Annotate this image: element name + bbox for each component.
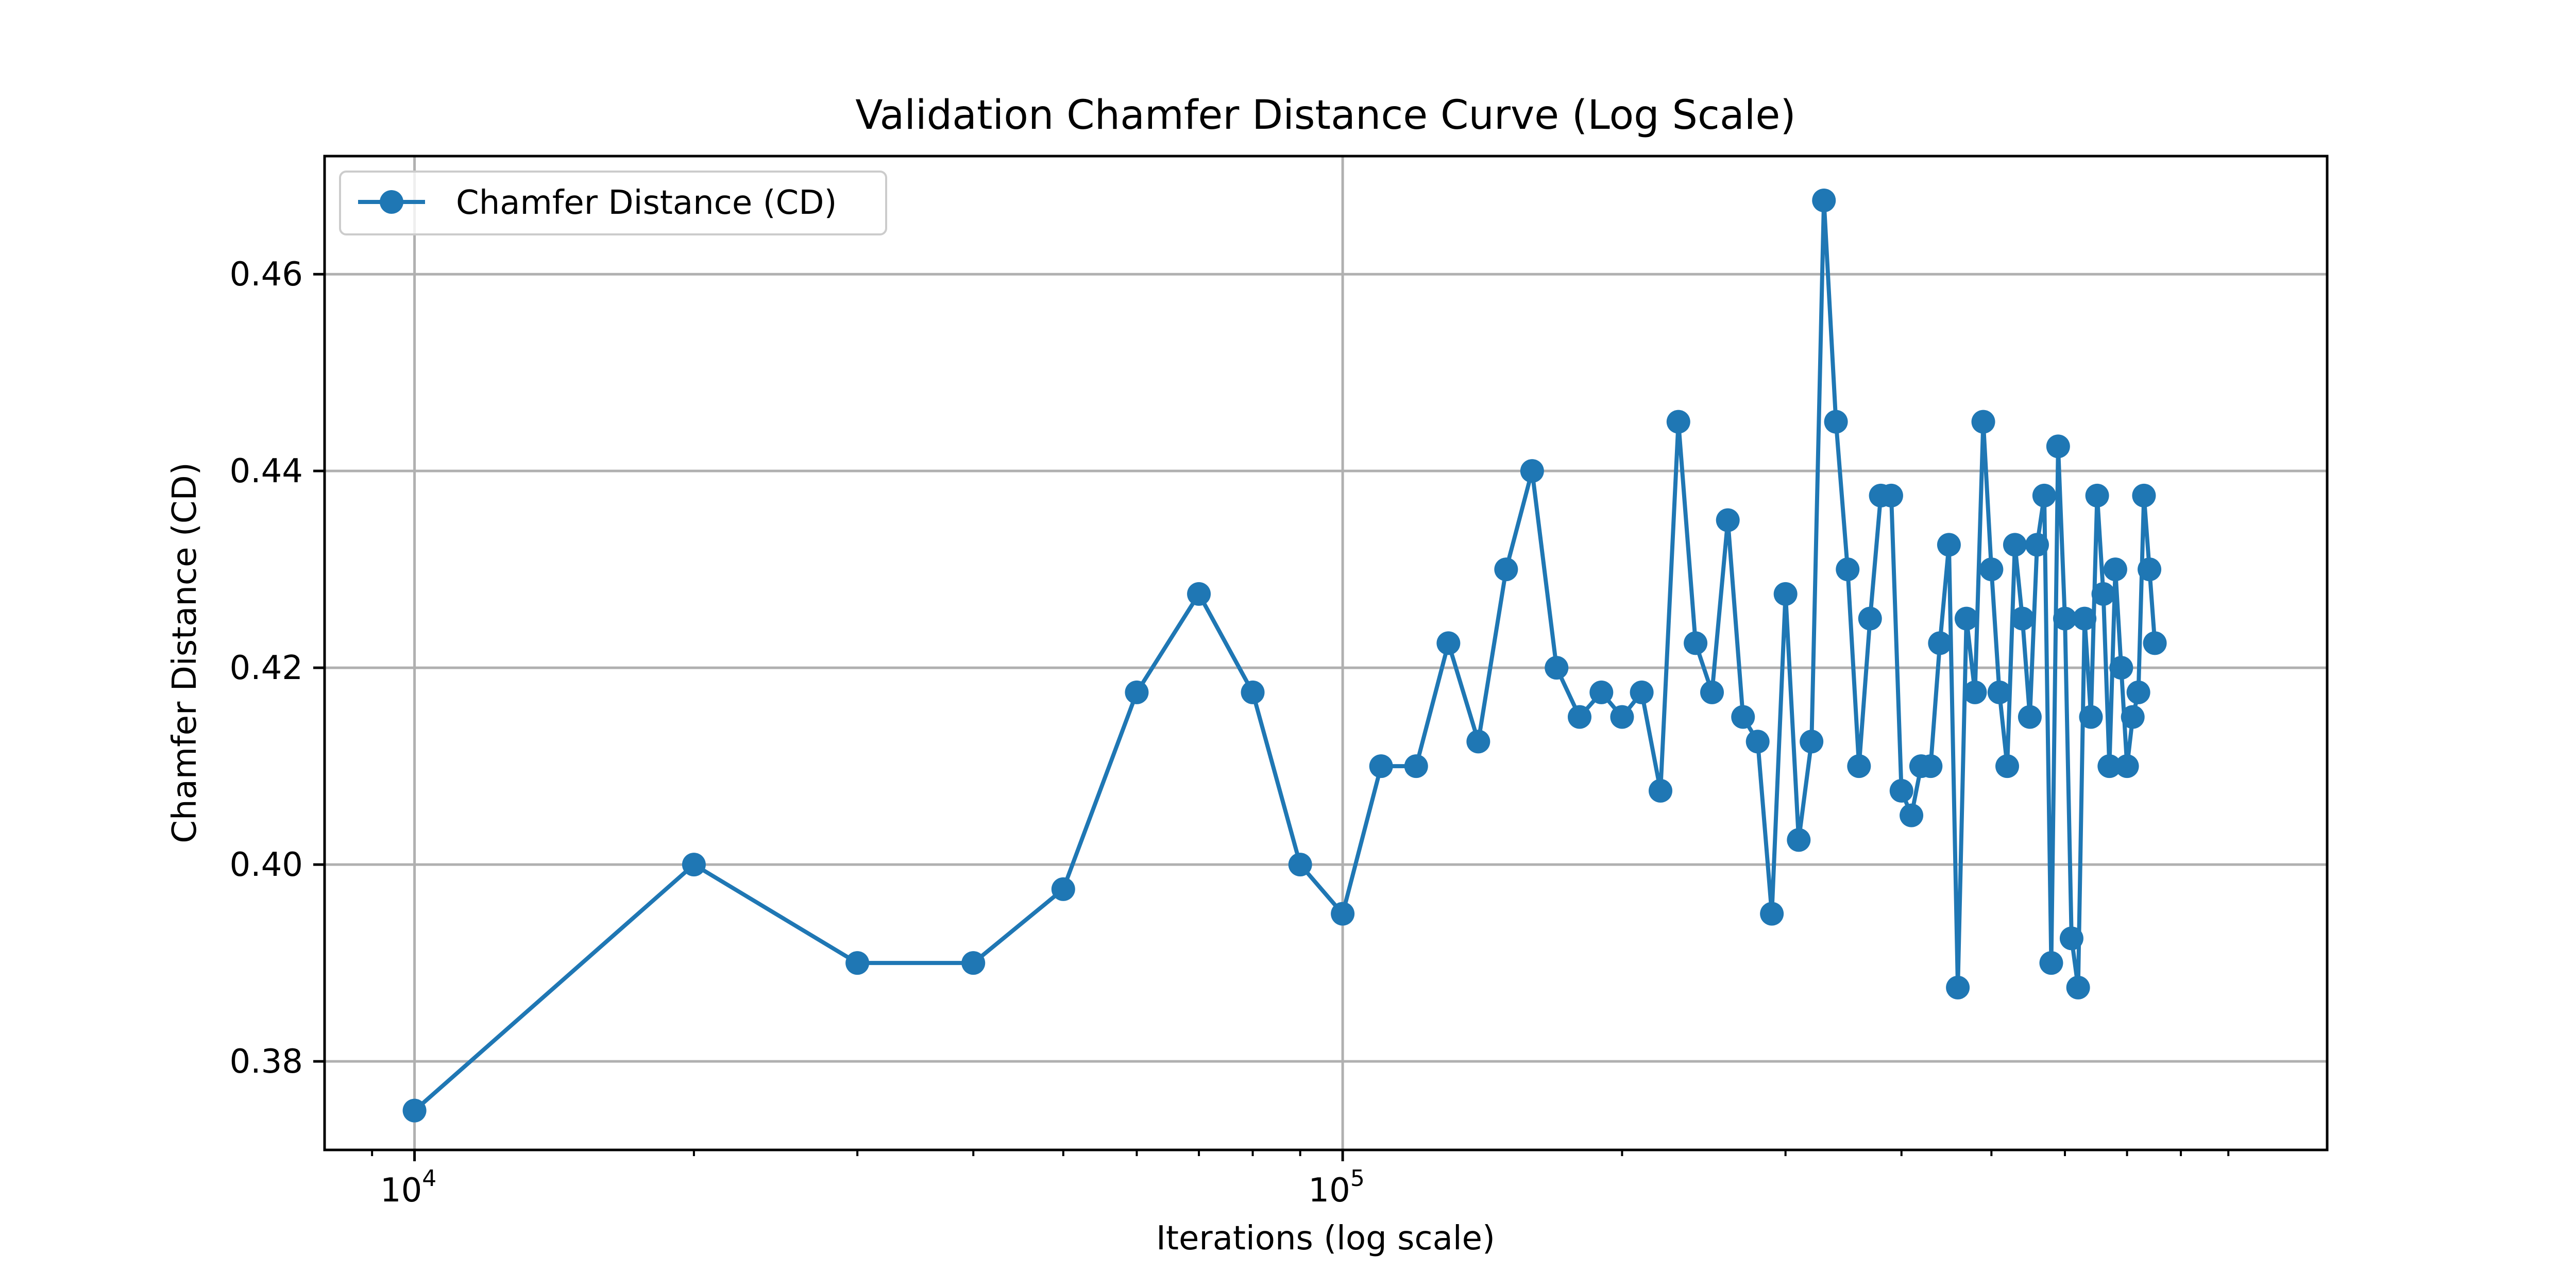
data-point [1824, 410, 1848, 434]
data-point [1731, 705, 1755, 729]
data-point [1241, 680, 1265, 704]
data-point [1331, 902, 1355, 926]
y-axis-label: Chamfer Distance (CD) [166, 462, 204, 843]
data-point [2039, 951, 2063, 975]
data-point [1812, 188, 1836, 212]
y-tick-label: 0.40 [230, 846, 303, 884]
data-point [1773, 582, 1798, 606]
data-point [1520, 459, 1544, 483]
data-point [1369, 754, 1393, 778]
data-point [2103, 557, 2127, 582]
data-point [1858, 606, 1882, 631]
data-point [2018, 705, 2042, 729]
data-point [1466, 730, 1490, 754]
data-point [1545, 656, 1569, 680]
y-axis-ticks: 0.38 0.40 0.42 0.44 0.46 [230, 256, 325, 1081]
data-point [2097, 754, 2122, 778]
data-point [1684, 631, 1708, 655]
data-point [2091, 582, 2115, 606]
data-point [1745, 730, 1770, 754]
x-tick-label: 104 [380, 1165, 436, 1210]
series-layer [402, 188, 2167, 1123]
data-point [2053, 606, 2077, 631]
data-point [1879, 483, 1903, 507]
data-point [1630, 680, 1654, 704]
x-axis-ticks: 104 105 [380, 1150, 1365, 1210]
data-point [1995, 754, 2020, 778]
data-point [1666, 410, 1690, 434]
data-point [2109, 656, 2133, 680]
data-point [2073, 606, 2097, 631]
data-point [1494, 557, 1518, 582]
data-point [1937, 533, 1961, 557]
legend-marker-swatch [380, 190, 403, 214]
data-point [1847, 754, 1871, 778]
data-point [1436, 631, 1461, 655]
x-tick-label: 105 [1308, 1165, 1364, 1210]
y-tick-label: 0.42 [230, 649, 303, 687]
data-point [1900, 803, 1924, 827]
legend-label: Chamfer Distance (CD) [456, 184, 837, 222]
data-point [1760, 902, 1784, 926]
legend: Chamfer Distance (CD) [339, 171, 887, 235]
data-point [2059, 926, 2083, 951]
plot-frame [323, 155, 2329, 1151]
data-point [961, 951, 986, 975]
data-point [2132, 483, 2156, 507]
data-point [1649, 778, 1673, 803]
data-point [1946, 975, 1970, 999]
data-point [2032, 483, 2056, 507]
data-point [1568, 705, 1592, 729]
data-point [2025, 533, 2049, 557]
data-point [1051, 877, 1075, 901]
data-point [1787, 828, 1811, 852]
data-point [1589, 680, 1614, 704]
data-point [2003, 533, 2027, 557]
grid-lines [325, 156, 2327, 1150]
data-point [1919, 754, 1943, 778]
data-point [2121, 705, 2145, 729]
data-point [2143, 631, 2167, 655]
data-point [682, 853, 706, 877]
y-tick-label: 0.44 [230, 452, 303, 490]
y-tick-label: 0.38 [230, 1043, 303, 1081]
data-point [2046, 434, 2070, 459]
data-point [2126, 680, 2150, 704]
data-point [1963, 680, 1987, 704]
data-point [1288, 853, 1312, 877]
data-point [1404, 754, 1428, 778]
data-point [1800, 730, 1824, 754]
data-point [2010, 606, 2035, 631]
data-point [2079, 705, 2103, 729]
data-point [1716, 508, 1740, 532]
legend-box [339, 171, 887, 235]
chart-title: Validation Chamfer Distance Curve (Log S… [855, 92, 1796, 139]
x-axis-label: Iterations (log scale) [1156, 1219, 1495, 1258]
data-point [1610, 705, 1634, 729]
data-point [1836, 557, 1860, 582]
data-point [2138, 557, 2162, 582]
data-point [1928, 631, 1952, 655]
data-point [1187, 582, 1211, 606]
data-point [402, 1098, 427, 1123]
data-point [1125, 680, 1149, 704]
data-point [1954, 606, 1978, 631]
data-point [1700, 680, 1724, 704]
data-point [1889, 778, 1913, 803]
data-point [2066, 975, 2090, 999]
y-tick-label: 0.46 [230, 256, 303, 294]
data-point [2085, 483, 2109, 507]
data-point [1971, 410, 1995, 434]
data-point [1979, 557, 2004, 582]
data-point [1987, 680, 2011, 704]
data-point [845, 951, 870, 975]
data-point [2115, 754, 2139, 778]
